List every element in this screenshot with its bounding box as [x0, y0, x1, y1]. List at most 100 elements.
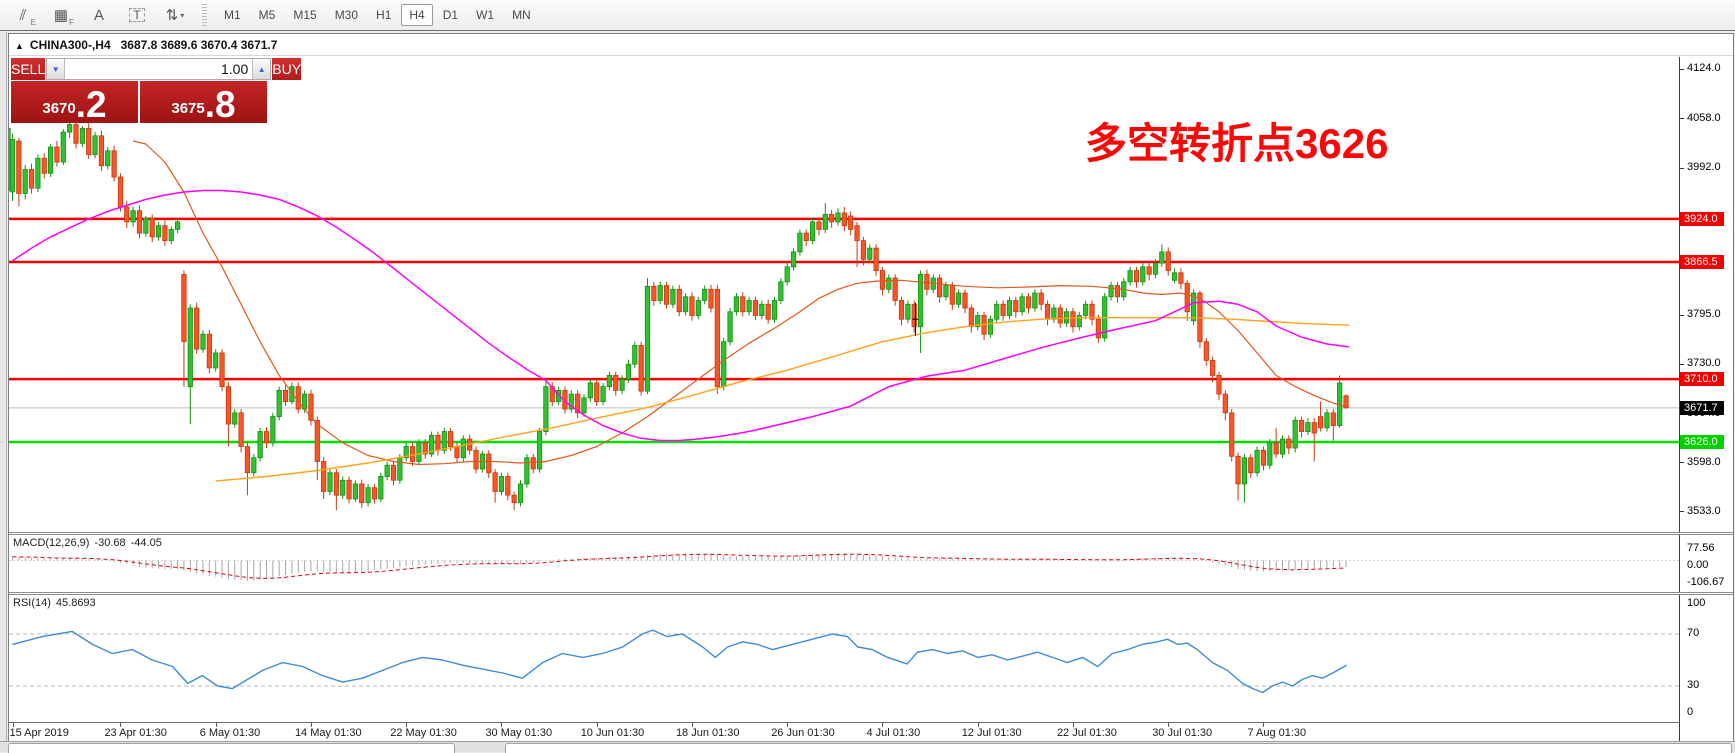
- sell-price-pips: .2: [75, 84, 107, 126]
- buy-price-button[interactable]: 3675.8: [140, 81, 267, 123]
- sell-button[interactable]: SELL: [11, 58, 46, 80]
- macd-indicator-label: MACD(12,26,9) -30.68 -44.05: [13, 537, 162, 549]
- rsi-value: 45.8693: [55, 597, 96, 609]
- date-label: 30 May 01:30: [485, 727, 553, 739]
- timeframe-m5[interactable]: M5: [258, 8, 276, 22]
- arrange-objects-icon[interactable]: ⇅ ▾: [165, 6, 185, 24]
- terminal-tab[interactable]: [8, 743, 455, 753]
- grid-tool-icon[interactable]: ▦ F: [53, 6, 74, 28]
- date-label: 26 Jun 01:30: [771, 727, 835, 739]
- price-tick: [1680, 68, 1684, 70]
- chart-annotation-text: 多空转折点3626: [1085, 120, 1389, 167]
- timeframe-m1[interactable]: M1: [224, 8, 241, 22]
- date-label: 23 Apr 01:30: [104, 727, 167, 739]
- line-price-label: 3924.0: [1680, 211, 1724, 226]
- price-tick-label: 3992.0: [1687, 161, 1721, 173]
- line-price-label: 3626.0: [1680, 435, 1724, 450]
- price-tick: [1680, 462, 1684, 464]
- toolbar-icon-group: ⫽ E ▦ F A T ⇅ ▾: [0, 3, 190, 28]
- price-tick-label: 3795.0: [1687, 308, 1721, 321]
- rsi-axis-label: 70: [1687, 627, 1700, 639]
- chart-symbol-label: CHINA300-,H4: [29, 38, 111, 52]
- timeframe-m30[interactable]: M30: [334, 8, 359, 22]
- macd-axis-label: 0.00: [1687, 558, 1709, 571]
- timeframe-h4[interactable]: H4: [401, 4, 433, 26]
- date-tick: [406, 723, 408, 727]
- date-axis[interactable]: 15 Apr 2019 23 Apr 01:30 6 May 01:30 14 May…: [9, 722, 1680, 741]
- buy-price-pips: .8: [204, 84, 236, 126]
- date-tick: [977, 723, 979, 727]
- panel-separator[interactable]: [9, 532, 1733, 535]
- price-tick: [1680, 167, 1684, 169]
- current-price-label: 3671.7: [1680, 400, 1724, 415]
- main-chart-canvas[interactable]: [9, 57, 1680, 532]
- macd-axis-label: -106.67: [1687, 576, 1725, 588]
- text-box-icon[interactable]: T: [122, 3, 152, 27]
- price-tick: [1680, 363, 1684, 365]
- ohlc-values: 3687.8 3689.6 3670.4 3671.7: [120, 38, 278, 52]
- timeframe-mn[interactable]: MN: [512, 8, 531, 22]
- price-axis[interactable]: 4124.04058.03992.03795.03730.03664.03598…: [1680, 57, 1733, 532]
- buy-price-main: 3675: [171, 100, 205, 117]
- date-label: 10 Jun 01:30: [580, 727, 645, 739]
- date-tick: [215, 723, 217, 727]
- collapse-panel-icon[interactable]: ▲: [15, 41, 24, 51]
- sell-price-button[interactable]: 3670.2: [11, 81, 138, 123]
- date-label: 4 Jul 01:30: [866, 727, 921, 739]
- date-tick: [691, 723, 693, 727]
- date-tick: [310, 723, 312, 727]
- rsi-axis-label: 30: [1687, 679, 1700, 691]
- chart-title-bar: ▲ CHINA300-,H4 3687.8 3689.6 3670.4 3671.7: [9, 34, 1733, 56]
- price-tick-label: 4124.0: [1687, 62, 1721, 75]
- date-tick: [120, 723, 122, 727]
- volume-decrease-button[interactable]: ▼: [47, 59, 66, 79]
- ma-fast: [132, 140, 1350, 466]
- timeframe-m15[interactable]: M15: [293, 8, 317, 22]
- date-tick: [787, 723, 789, 727]
- channel-tool-icon[interactable]: ⫽ E: [19, 6, 36, 28]
- date-label: 22 Jul 01:30: [1056, 727, 1117, 739]
- date-label: 22 May 01:30: [390, 727, 457, 739]
- price-tick-label: 3598.0: [1687, 455, 1721, 468]
- date-label: 12 Jul 01:30: [961, 727, 1022, 739]
- rsi-axis-label: 100: [1687, 597, 1706, 609]
- rsi-axis-label: 0: [1687, 706, 1694, 718]
- terminal-tab[interactable]: [505, 743, 1732, 753]
- window-edge-strip: [0, 32, 7, 752]
- top-toolbar: ⫽ E ▦ F A T ⇅ ▾ M1 M5 M15 M30 H1 H4 D1 W1 MN: [0, 0, 1735, 31]
- timeframe-d1[interactable]: D1: [442, 8, 459, 22]
- price-tick-label: 4058.0: [1687, 111, 1721, 124]
- date-label: 6 May 01:30: [199, 727, 261, 739]
- date-tick: [12, 723, 14, 727]
- macd-axis: 77.56 0.00 -106.67: [1680, 535, 1733, 592]
- toolbar-separator: [202, 4, 207, 26]
- date-label: 7 Aug 01:30: [1247, 727, 1307, 739]
- volume-increase-button[interactable]: ▲: [252, 59, 271, 79]
- macd-axis-label: 77.56: [1687, 542, 1715, 555]
- line-price-label: 3866.5: [1680, 254, 1724, 269]
- chart-window: ▲ CHINA300-,H4 3687.8 3689.6 3670.4 3671.7…: [8, 33, 1734, 742]
- date-tick: [1072, 723, 1074, 727]
- price-tick: [1680, 314, 1684, 316]
- date-label: 30 Jul 01:30: [1152, 727, 1213, 739]
- date-tick: [501, 723, 503, 727]
- date-tick: [882, 723, 884, 727]
- ma-slow: [12, 189, 1350, 442]
- date-label: 18 Jun 01:30: [675, 727, 740, 739]
- ma-mid: [215, 317, 1350, 482]
- panel-separator[interactable]: [9, 592, 1733, 595]
- timeframe-h1[interactable]: H1: [376, 8, 392, 22]
- timeframe-group: M1 M5 M15 M30 H1 H4 D1 W1 MN: [215, 4, 540, 26]
- price-tick-label: 3730.0: [1687, 357, 1721, 370]
- date-tick: [1168, 723, 1170, 727]
- macd-name: MACD(12,26,9): [13, 537, 90, 549]
- timeframe-w1[interactable]: W1: [476, 8, 495, 22]
- text-label-icon[interactable]: A: [93, 6, 104, 24]
- volume-input[interactable]: [65, 59, 253, 79]
- sell-price-main: 3670: [42, 100, 76, 117]
- macd-panel-canvas[interactable]: MACD(12,26,9) -30.68 -44.05: [9, 535, 1680, 592]
- buy-button[interactable]: BUY: [272, 58, 302, 80]
- price-tick-label: 3533.0: [1687, 504, 1721, 517]
- rsi-panel-canvas[interactable]: RSI(14) 45.8693: [9, 595, 1680, 722]
- rsi-name: RSI(14): [13, 597, 51, 609]
